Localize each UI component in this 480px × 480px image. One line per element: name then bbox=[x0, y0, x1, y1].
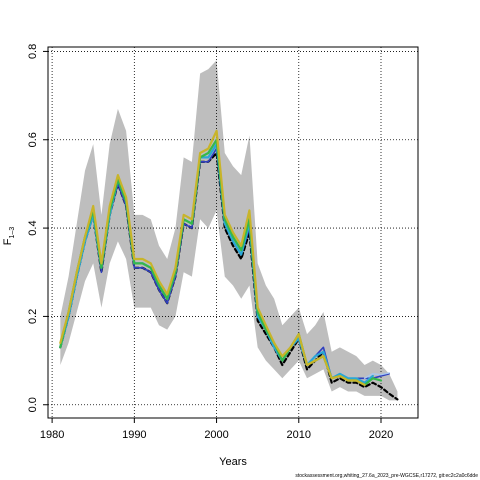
y-tick-label: 0.2 bbox=[27, 309, 39, 324]
y-tick-label: 0.6 bbox=[27, 132, 39, 147]
x-tick-label: 1980 bbox=[40, 429, 64, 441]
series-line-6 bbox=[363, 372, 390, 379]
y-axis-title: F1–3 bbox=[2, 227, 16, 246]
series-line-5 bbox=[59, 129, 366, 386]
source-footer: stockassessment.org,whiting_27.6a_2023_p… bbox=[295, 473, 478, 479]
series-lines bbox=[59, 129, 399, 401]
gridlines bbox=[48, 47, 418, 418]
y-axis-title-subscript: 1–3 bbox=[9, 227, 16, 239]
y-tick-label: 0.0 bbox=[27, 397, 39, 412]
plot-frame bbox=[47, 46, 419, 419]
x-tick-label: 2000 bbox=[204, 429, 228, 441]
x-tick-label: 2010 bbox=[287, 429, 311, 441]
y-tick-label: 0.8 bbox=[27, 44, 39, 59]
y-axis-title-main: F bbox=[2, 238, 14, 245]
axes: 1980 1990 2000 2010 2020 0.0 0.2 0.4 0.6 0.8 bbox=[27, 44, 393, 441]
x-axis-title: Years bbox=[219, 456, 247, 468]
y-tick-label: 0.4 bbox=[27, 220, 39, 235]
x-tick-label: 2020 bbox=[369, 429, 393, 441]
svg-text:F1–3: F1–3 bbox=[2, 227, 16, 246]
x-tick-label: 1990 bbox=[122, 429, 146, 441]
